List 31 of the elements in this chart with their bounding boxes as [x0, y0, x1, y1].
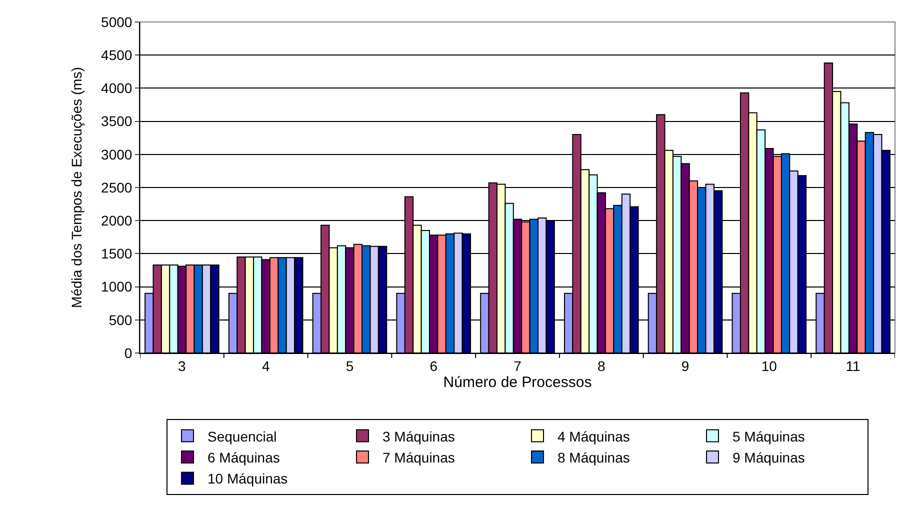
x-axis-title: Número de Processos [443, 374, 592, 391]
legend-label: 6 Máquinas [208, 449, 280, 466]
y-tick-label: 3500 [101, 113, 132, 130]
x-tick-label: 10 [761, 358, 778, 374]
y-tick-label: 3000 [101, 146, 132, 162]
legend-label: 5 Máquinas [732, 428, 805, 444]
y-tick-label: 4000 [101, 80, 132, 96]
y-tick-label: 2000 [101, 212, 132, 228]
y-tick-label: 4500 [101, 47, 132, 63]
legend-label: Sequencial [208, 428, 277, 444]
y-tick-label: 0 [124, 344, 132, 361]
legend-label: 8 Máquinas [558, 449, 630, 466]
legend-label: 4 Máquinas [558, 428, 630, 444]
x-tick-label: 7 [514, 358, 522, 374]
legend-label: 7 Máquinas [382, 449, 455, 466]
x-tick-label: 4 [262, 358, 270, 374]
x-tick-label: 5 [346, 358, 354, 374]
x-tick-label: 9 [681, 358, 690, 374]
x-tick-label: 6 [430, 358, 438, 374]
legend-label: 9 Máquinas [732, 449, 805, 466]
y-tick-label: 1500 [101, 246, 132, 262]
x-tick-label: 3 [178, 358, 186, 374]
x-tick-label: 11 [846, 358, 861, 374]
y-tick-label: 2500 [101, 179, 132, 196]
y-axis-title: Média dos Tempos de Execuções (ms) [68, 67, 85, 308]
y-tick-label: 1000 [101, 278, 132, 295]
legend-label: 3 Máquinas [382, 428, 455, 444]
y-tick-label: 5000 [101, 14, 132, 30]
x-tick-label: 8 [597, 358, 606, 374]
y-tick-label: 500 [108, 312, 132, 328]
legend-label: 10 Máquinas [208, 470, 288, 487]
